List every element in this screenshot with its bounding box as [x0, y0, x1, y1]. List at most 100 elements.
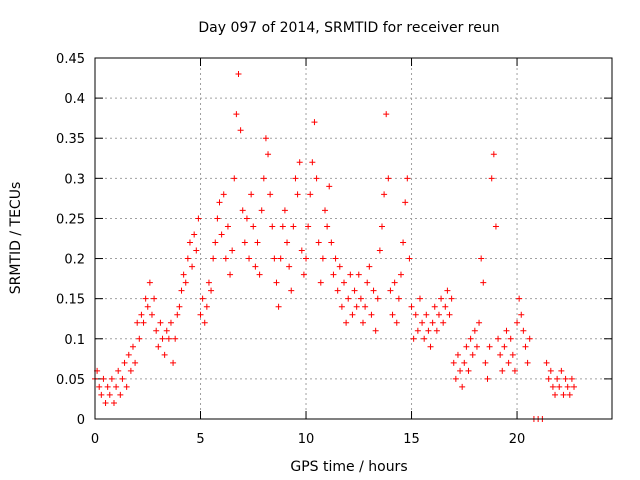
data-point	[191, 231, 198, 238]
data-point	[235, 71, 242, 78]
data-point	[239, 207, 246, 214]
x-tick-label: 0	[91, 432, 99, 447]
data-point	[486, 343, 493, 350]
data-point	[292, 175, 299, 182]
data-point	[174, 311, 181, 318]
data-point	[421, 335, 428, 342]
data-point	[224, 223, 231, 230]
data-point	[433, 327, 440, 334]
data-point	[393, 319, 400, 326]
data-point	[256, 271, 263, 278]
data-point	[524, 359, 531, 366]
data-point	[205, 279, 212, 286]
data-point	[359, 319, 366, 326]
data-point	[406, 255, 413, 262]
y-tick-label: 0.15	[56, 293, 85, 308]
data-point	[248, 191, 255, 198]
data-point	[404, 175, 411, 182]
data-point	[165, 335, 172, 342]
grid	[95, 58, 612, 419]
x-tick-label: 5	[196, 432, 204, 447]
data-point	[397, 271, 404, 278]
data-point	[442, 303, 449, 310]
data-point	[490, 151, 497, 158]
data-point	[262, 135, 269, 142]
data-point	[102, 399, 109, 406]
data-point	[547, 367, 554, 374]
data-point	[210, 255, 217, 262]
data-point	[412, 311, 419, 318]
data-point	[370, 287, 377, 294]
data-point	[195, 215, 202, 222]
data-point	[514, 319, 521, 326]
data-point	[511, 367, 518, 374]
data-point	[305, 223, 312, 230]
data-point	[364, 279, 371, 286]
data-point	[503, 327, 510, 334]
y-tick-label: 0.3	[64, 172, 85, 187]
data-point	[378, 223, 385, 230]
data-point	[104, 383, 111, 390]
data-point	[341, 279, 348, 286]
data-point	[233, 111, 240, 118]
data-point	[457, 367, 464, 374]
data-point	[467, 335, 474, 342]
data-point	[518, 311, 525, 318]
data-point	[431, 303, 438, 310]
data-point	[381, 191, 388, 198]
x-axis-label: GPS time / hours	[290, 459, 407, 475]
data-point	[444, 287, 451, 294]
data-point	[564, 383, 571, 390]
data-point	[286, 263, 293, 270]
data-point	[212, 239, 219, 246]
data-point	[134, 319, 141, 326]
data-point	[372, 327, 379, 334]
data-point	[311, 119, 318, 126]
data-point	[290, 223, 297, 230]
data-point	[260, 175, 267, 182]
data-point	[419, 319, 426, 326]
data-point	[552, 391, 559, 398]
data-point	[178, 287, 185, 294]
data-point	[265, 151, 272, 158]
data-point	[227, 271, 234, 278]
data-point	[294, 191, 301, 198]
data-point	[408, 303, 415, 310]
data-point	[484, 375, 491, 382]
data-point	[461, 359, 468, 366]
y-tick-label: 0.25	[56, 212, 85, 227]
data-point	[199, 295, 206, 302]
data-point	[480, 279, 487, 286]
data-point	[438, 295, 445, 302]
data-point	[463, 343, 470, 350]
data-point	[571, 383, 578, 390]
data-point	[558, 367, 565, 374]
data-point	[144, 303, 151, 310]
data-point	[543, 359, 550, 366]
data-point	[246, 255, 253, 262]
data-point	[374, 295, 381, 302]
data-point	[96, 383, 103, 390]
data-point	[155, 343, 162, 350]
data-point	[520, 327, 527, 334]
data-point	[471, 327, 478, 334]
data-point	[284, 239, 291, 246]
data-point	[351, 287, 358, 294]
data-point	[218, 231, 225, 238]
data-point	[172, 335, 179, 342]
data-point	[110, 399, 117, 406]
data-point	[309, 159, 316, 166]
data-point	[275, 303, 282, 310]
data-point	[482, 359, 489, 366]
data-point	[450, 359, 457, 366]
data-point	[296, 159, 303, 166]
data-point	[324, 223, 331, 230]
data-point	[277, 255, 284, 262]
data-point	[123, 383, 130, 390]
data-point	[465, 367, 472, 374]
data-point	[376, 247, 383, 254]
data-point	[338, 303, 345, 310]
data-point	[343, 319, 350, 326]
data-point	[106, 391, 113, 398]
